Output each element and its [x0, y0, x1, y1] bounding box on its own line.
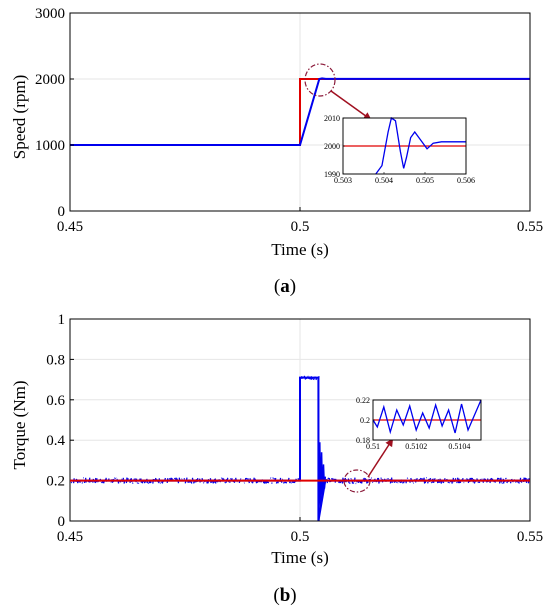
speed-x-ticks: 0.45 0.5 0.55 [57, 207, 543, 235]
caption-letter: a [280, 276, 290, 297]
speed-inset-response [375, 116, 466, 175]
x-tick-label: 0.55 [517, 219, 543, 235]
caption-letter: b [280, 585, 291, 606]
x-tick-label: 0.45 [57, 219, 83, 235]
x-tick-label: 0.5 [291, 529, 310, 545]
y-tick-label: 0 [58, 514, 66, 530]
y-tick-label: 1000 [35, 138, 65, 154]
inset-y-tick-label: 2000 [324, 142, 340, 151]
torque-y-axis-label: Torque (Nm) [10, 381, 29, 470]
y-tick-label: 0.8 [46, 352, 65, 368]
speed-zoom-marker [304, 63, 336, 97]
y-tick-label: 2000 [35, 72, 65, 88]
speed-inset-y-ticks: 1990 2000 2010 [324, 114, 345, 179]
x-tick-label: 0.55 [517, 529, 543, 545]
inset-border [342, 117, 467, 175]
torque-y-ticks: 0 0.2 0.4 0.6 0.8 1 [46, 312, 74, 530]
y-tick-label: 1 [58, 312, 66, 328]
y-tick-label: 0.4 [46, 433, 65, 449]
inset-x-tick-label: 0.506 [457, 176, 475, 185]
torque-inset: 0.51 0.5102 0.5104 0.18 0.2 0.22 [356, 396, 482, 451]
torque-inset-y-ticks: 0.18 0.2 0.22 [356, 396, 375, 445]
y-tick-label: 3000 [35, 6, 65, 22]
caption-open: ( [274, 276, 280, 297]
caption-open: ( [273, 585, 279, 606]
inset-border [372, 399, 482, 441]
inset-x-tick-label: 0.5104 [448, 442, 470, 451]
torque-inset-response [372, 399, 482, 435]
inset-y-tick-label: 2010 [324, 114, 340, 123]
inset-x-tick-label: 0.503 [334, 176, 352, 185]
y-tick-label: 0.2 [46, 474, 65, 490]
torque-x-axis-label: Time (s) [271, 548, 328, 567]
caption-close: ) [290, 585, 296, 606]
inset-response-line [375, 116, 466, 175]
y-tick-label: 0 [58, 204, 66, 220]
speed-chart: 0.45 0.5 0.55 0 1000 2000 3000 Time (s) Speed… [10, 6, 543, 297]
torque-zoom-arrow [367, 438, 394, 478]
inset-y-tick-label: 0.22 [356, 396, 370, 405]
inset-x-tick-label: 0.51 [366, 442, 380, 451]
inset-x-tick-label: 0.5102 [405, 442, 427, 451]
y-tick-label: 0.6 [46, 393, 65, 409]
torque-caption: (b) [273, 585, 296, 606]
torque-x-ticks: 0.45 0.5 0.55 [57, 517, 543, 545]
inset-response-line [372, 399, 482, 435]
inset-x-tick-label: 0.505 [416, 176, 434, 185]
speed-inset: 0.503 0.504 0.505 0.506 1990 2000 2010 [324, 114, 475, 185]
speed-caption: (a) [274, 276, 296, 297]
speed-response-series [70, 77, 530, 146]
torque-chart: 0.45 0.5 0.55 0 0.2 0.4 0.6 0.8 1 Time (s) Torq… [10, 312, 543, 606]
inset-x-tick-label: 0.504 [375, 176, 393, 185]
inset-y-tick-label: 0.18 [356, 436, 370, 445]
speed-x-axis-label: Time (s) [271, 240, 328, 259]
x-tick-label: 0.45 [57, 529, 83, 545]
inset-y-tick-label: 0.2 [360, 416, 370, 425]
inset-y-tick-label: 1990 [324, 170, 340, 179]
x-tick-label: 0.5 [291, 219, 310, 235]
caption-close: ) [290, 276, 296, 297]
speed-y-axis-label: Speed (rpm) [10, 75, 29, 160]
speed-zoom-arrow [330, 90, 372, 121]
speed-y-ticks: 0 1000 2000 3000 [35, 6, 74, 220]
response-line [70, 77, 530, 146]
